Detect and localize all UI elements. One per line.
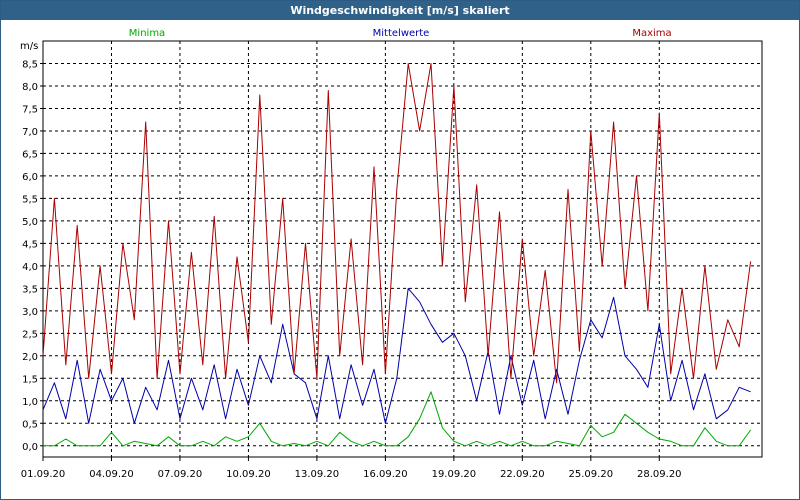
x-axis: 01.09.20 04.09.20 07.09.20 10.09.20 13.09.20… (21, 457, 682, 480)
y-tick-label: 7,5 (22, 104, 38, 115)
x-tick-label: 04.09.20 (89, 469, 134, 480)
y-tick-label: 0,5 (22, 419, 38, 430)
y-tick-label: 2,5 (22, 329, 38, 340)
x-tick-label: 07.09.20 (158, 469, 203, 480)
y-tick-label: 0,0 (22, 442, 38, 453)
series-line-maxima (42, 63, 752, 384)
legend-entry: Maxima (632, 28, 671, 39)
series-line-mittelwerte (42, 287, 751, 424)
y-tick-label: 3,5 (22, 284, 38, 295)
legend: Minima Mittelwerte Maxima (129, 28, 672, 39)
chart-title: Windgeschwindigkeit [m/s] skaliert (1, 1, 799, 20)
y-tick-label: 6,5 (22, 149, 38, 160)
y-tick-label: 1,0 (22, 397, 38, 408)
x-tick-label: 16.09.20 (363, 469, 408, 480)
y-axis-label: m/s (20, 41, 38, 52)
x-tick-label: 19.09.20 (432, 469, 477, 480)
series-lines (42, 63, 752, 447)
y-tick-label: 2,0 (22, 352, 38, 363)
plot-area (42, 40, 763, 458)
x-tick-label: 22.09.20 (500, 469, 545, 480)
y-tick-label: 6,0 (22, 172, 38, 183)
y-axis: 0,0 0,5 1,0 1,5 2,0 2,5 3,0 3,5 4,0 4,5 5,0 5,5 6,0 6… (22, 59, 43, 453)
legend-entry: Minima (129, 28, 165, 39)
x-tick-label: 28.09.20 (637, 469, 682, 480)
y-tick-label: 8,0 (22, 82, 38, 93)
series-line-minima (43, 391, 752, 447)
y-tick-label: 7,0 (22, 127, 38, 138)
y-tick-label: 1,5 (22, 374, 38, 385)
y-tick-label: 5,5 (22, 194, 38, 205)
legend-entry: Mittelwerte (373, 28, 430, 39)
y-tick-label: 4,5 (22, 239, 38, 250)
x-tick-label: 01.09.20 (21, 469, 66, 480)
x-tick-label: 25.09.20 (569, 469, 614, 480)
x-tick-label: 13.09.20 (295, 469, 340, 480)
x-tick-label: 10.09.20 (226, 469, 271, 480)
y-tick-label: 5,0 (22, 217, 38, 228)
y-tick-label: 8,5 (22, 59, 38, 70)
y-tick-label: 3,0 (22, 307, 38, 318)
y-tick-label: 4,0 (22, 262, 38, 273)
